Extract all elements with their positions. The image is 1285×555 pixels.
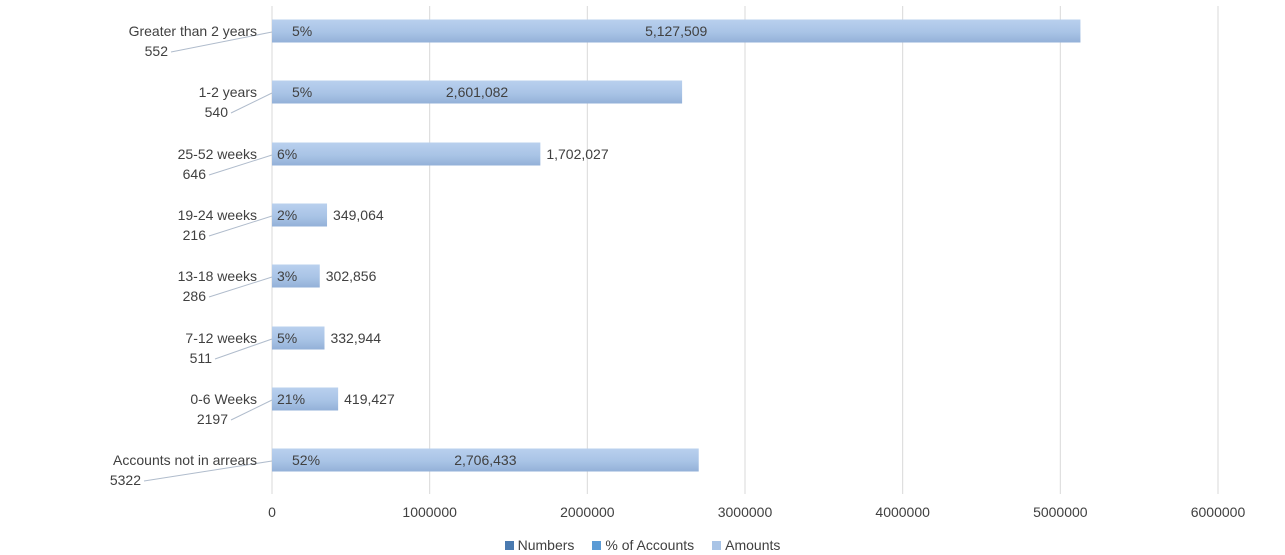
gridlines xyxy=(271,6,1219,494)
legend-swatch-numbers xyxy=(504,540,514,550)
leader-line xyxy=(143,460,273,482)
numbers-label: 646 xyxy=(183,166,207,182)
numbers-label: 540 xyxy=(205,104,229,120)
category-label: 1-2 years xyxy=(199,84,257,100)
numbers-label: 286 xyxy=(183,288,207,304)
bar-percent-label: 6% xyxy=(277,146,297,162)
bar-amount-label: 5,127,509 xyxy=(645,23,707,39)
legend-item-amounts[interactable]: Amounts xyxy=(712,535,780,555)
bar-amount-label: 2,601,082 xyxy=(446,84,508,100)
category-labels: Greater than 2 years 552 1-2 years 540 25-52… xyxy=(110,23,257,488)
x-axis-ticks: 0 1000000 2000000 3000000 4000000 5000000 6000… xyxy=(268,504,1245,520)
legend-item-numbers[interactable]: Numbers xyxy=(504,535,575,555)
bar-amount[interactable] xyxy=(272,142,541,166)
bar-percent-label: 5% xyxy=(292,84,312,100)
bar-amount-label: 1,702,027 xyxy=(546,146,608,162)
category-label: 0-6 Weeks xyxy=(190,391,257,407)
legend-item-percent-accounts[interactable]: % of Accounts xyxy=(592,535,694,555)
leader-line xyxy=(214,338,273,360)
leader-line xyxy=(230,92,273,114)
numbers-label: 5322 xyxy=(110,472,141,488)
bar-percent-label: 5% xyxy=(292,23,312,39)
numbers-label: 2197 xyxy=(197,411,228,427)
legend-swatch-amounts xyxy=(712,540,722,550)
bar-amount-label: 419,427 xyxy=(344,391,395,407)
leader-line xyxy=(208,215,273,237)
x-tick-label: 1000000 xyxy=(402,504,457,520)
bar-percent-label: 21% xyxy=(277,391,305,407)
legend: Numbers % of Accounts Amounts xyxy=(0,535,1285,555)
category-label: Accounts not in arrears xyxy=(113,452,257,468)
category-label: 13-18 weeks xyxy=(178,268,257,284)
bar-amount[interactable] xyxy=(272,448,699,472)
bar-amount[interactable] xyxy=(272,326,325,350)
leader-line xyxy=(170,31,273,53)
bar-amount[interactable] xyxy=(272,203,328,227)
bar-percent-label: 5% xyxy=(277,330,297,346)
x-tick-label: 3000000 xyxy=(718,504,773,520)
numbers-label: 511 xyxy=(190,350,213,366)
bar-amount-label: 2,706,433 xyxy=(454,452,516,468)
bar-percent-label: 3% xyxy=(277,268,297,284)
x-tick-label: 4000000 xyxy=(875,504,930,520)
category-label: Greater than 2 years xyxy=(129,23,257,39)
bar-amount[interactable] xyxy=(272,19,1081,43)
x-tick-label: 5000000 xyxy=(1033,504,1088,520)
bar-amount[interactable] xyxy=(272,387,339,411)
legend-label-numbers: Numbers xyxy=(517,537,575,553)
numbers-label: 552 xyxy=(145,43,169,59)
bar-labels: 5% 5,127,509 5% 2,601,082 6% 1,702,027 2% 349,0… xyxy=(277,23,708,468)
bar-percent-label: 52% xyxy=(292,452,320,468)
category-label: 7-12 weeks xyxy=(185,330,257,346)
x-tick-label: 0 xyxy=(268,504,276,520)
leader-line xyxy=(208,276,273,298)
bars xyxy=(272,19,1081,472)
category-label: 25-52 weeks xyxy=(178,146,257,162)
bar-amount-label: 349,064 xyxy=(333,207,384,223)
legend-label-amounts: Amounts xyxy=(725,537,781,553)
bar-amount[interactable] xyxy=(272,264,320,288)
numbers-label: 216 xyxy=(183,227,207,243)
legend-swatch-percent-accounts xyxy=(592,540,602,550)
bar-percent-label: 2% xyxy=(277,207,297,223)
category-label: 19-24 weeks xyxy=(178,207,257,223)
x-tick-label: 2000000 xyxy=(560,504,615,520)
leader-line xyxy=(230,399,273,421)
bar-amount[interactable] xyxy=(272,80,683,104)
legend-label-percent-accounts: % of Accounts xyxy=(605,537,695,553)
bar-amount-label: 302,856 xyxy=(326,268,377,284)
bar-amount-label: 332,944 xyxy=(330,330,381,346)
leader-lines xyxy=(143,31,273,482)
leader-line xyxy=(208,154,273,176)
x-tick-label: 6000000 xyxy=(1191,504,1246,520)
